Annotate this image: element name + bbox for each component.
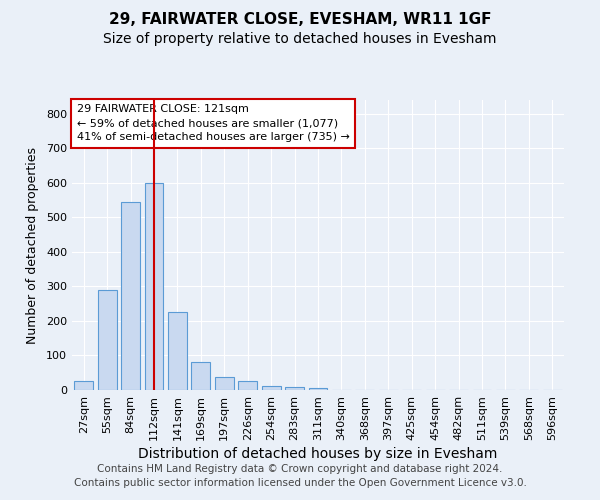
Bar: [168, 312, 187, 390]
Bar: [308, 388, 328, 390]
Bar: [285, 387, 304, 390]
Bar: [145, 183, 163, 390]
Bar: [74, 382, 93, 390]
X-axis label: Distribution of detached houses by size in Evesham: Distribution of detached houses by size …: [139, 447, 497, 461]
Bar: [98, 290, 116, 390]
Bar: [262, 386, 281, 390]
Text: Size of property relative to detached houses in Evesham: Size of property relative to detached ho…: [103, 32, 497, 46]
Text: 29 FAIRWATER CLOSE: 121sqm
← 59% of detached houses are smaller (1,077)
41% of s: 29 FAIRWATER CLOSE: 121sqm ← 59% of deta…: [77, 104, 350, 142]
Bar: [215, 377, 233, 390]
Bar: [121, 202, 140, 390]
Bar: [238, 382, 257, 390]
Y-axis label: Number of detached properties: Number of detached properties: [26, 146, 39, 344]
Text: Contains HM Land Registry data © Crown copyright and database right 2024.
Contai: Contains HM Land Registry data © Crown c…: [74, 464, 526, 487]
Bar: [191, 362, 210, 390]
Text: 29, FAIRWATER CLOSE, EVESHAM, WR11 1GF: 29, FAIRWATER CLOSE, EVESHAM, WR11 1GF: [109, 12, 491, 28]
